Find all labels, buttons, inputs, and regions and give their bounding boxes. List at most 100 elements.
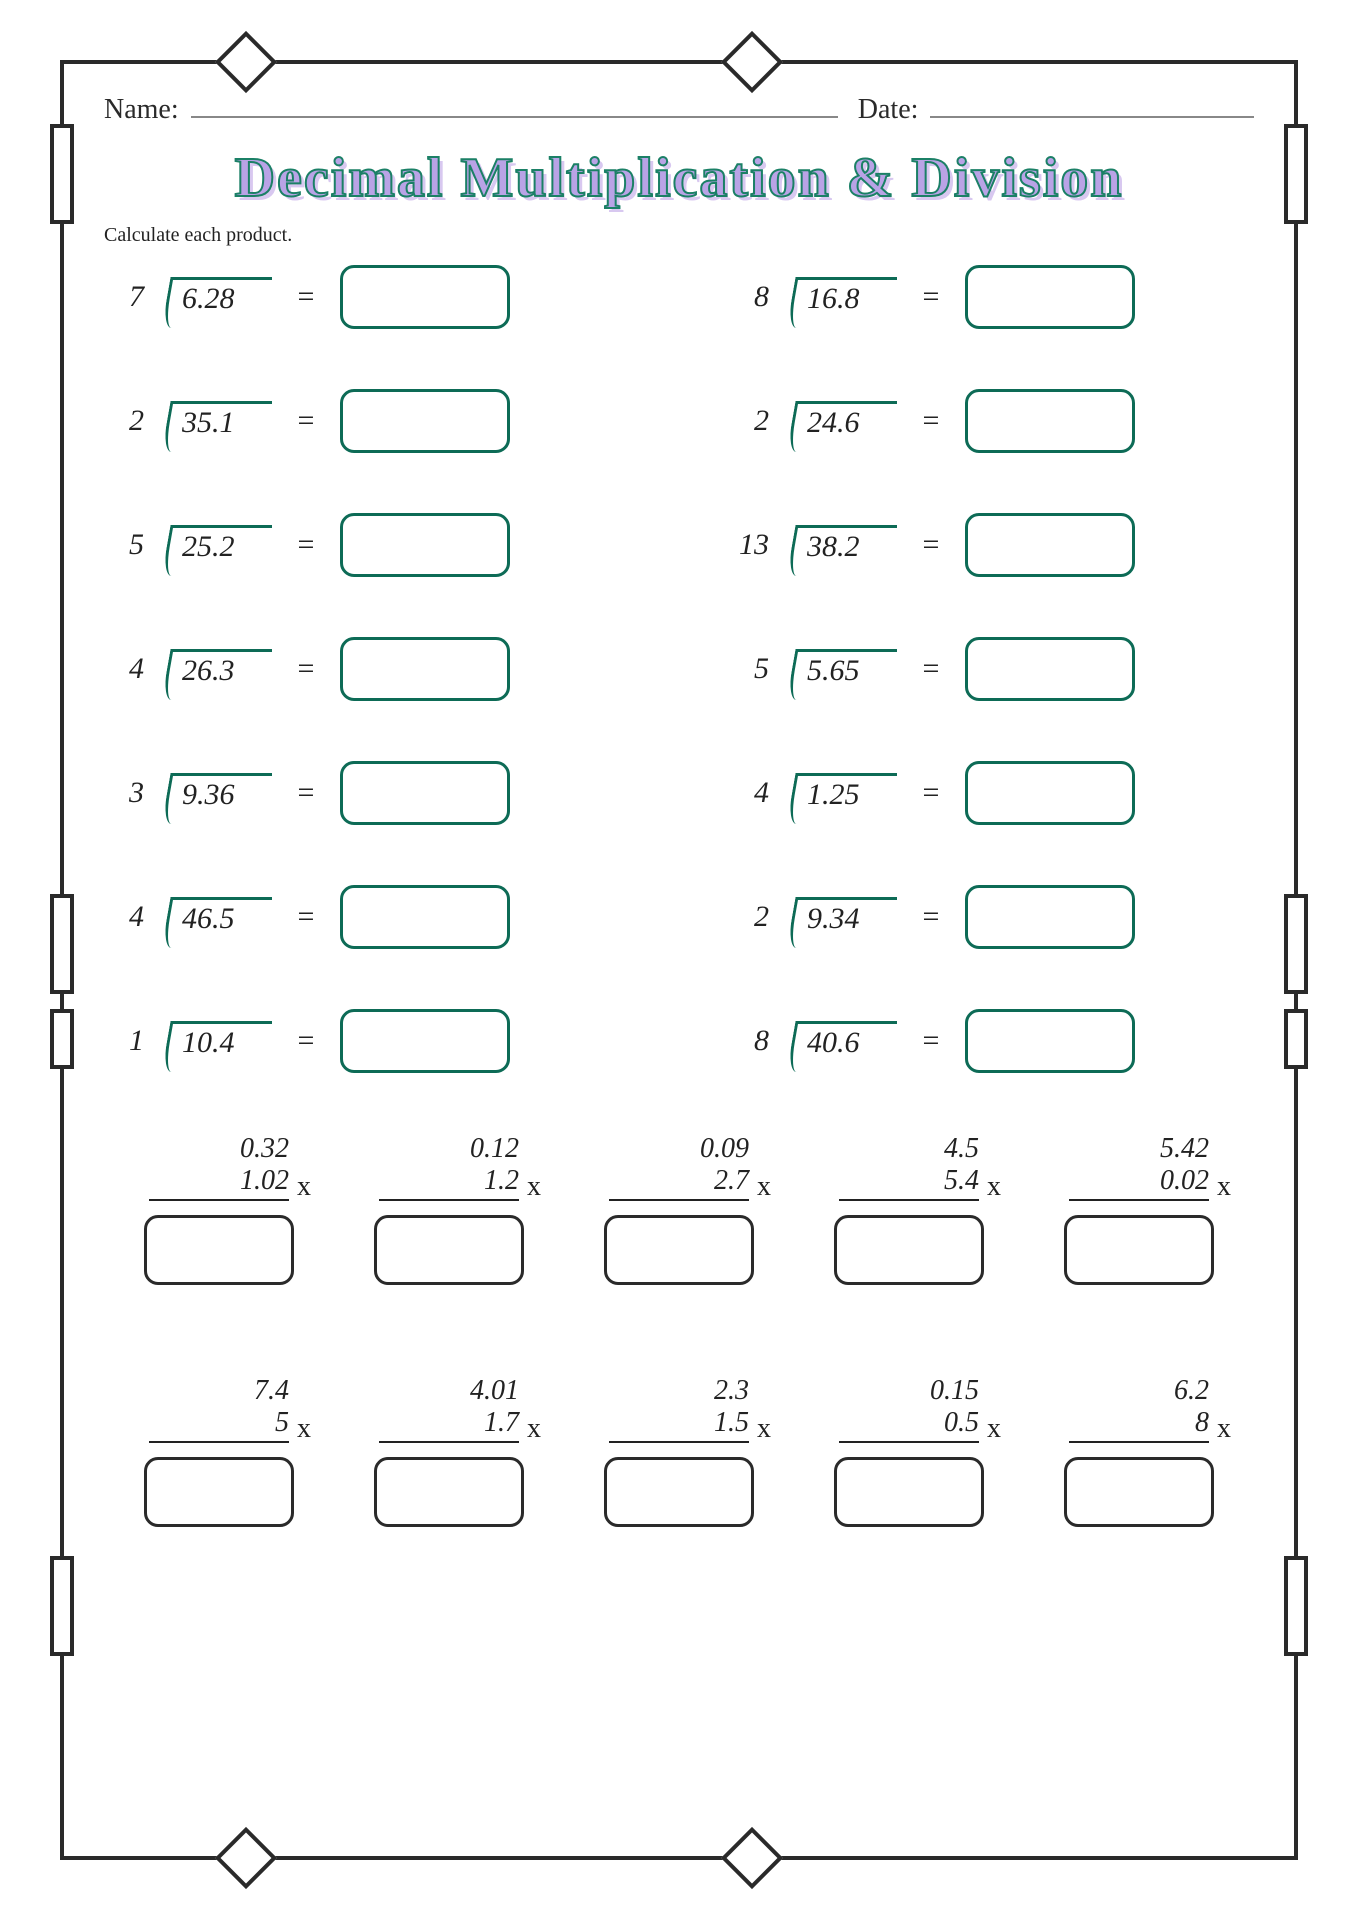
multiplication-problem: 0.09 2.7 x — [584, 1133, 774, 1285]
answer-box[interactable] — [965, 389, 1135, 453]
equals-sign: = — [296, 280, 316, 314]
answer-box[interactable] — [965, 1009, 1135, 1073]
divisor: 2 — [739, 900, 769, 934]
mult-top-operand: 0.12 — [379, 1133, 519, 1165]
mult-stack: 7.4 5 x — [149, 1375, 289, 1443]
division-problem: 2 24.6 = — [739, 389, 1244, 453]
answer-box[interactable] — [1064, 1457, 1214, 1527]
border-rect-icon — [50, 1009, 74, 1069]
equals-sign: = — [296, 404, 316, 438]
long-division-bracket-icon: 1.25 — [797, 773, 897, 814]
name-label: Name: — [104, 94, 179, 126]
division-problem: 13 38.2 = — [739, 513, 1244, 577]
times-sign: x — [527, 1171, 541, 1203]
mult-stack: 0.32 1.02 x — [149, 1133, 289, 1201]
answer-box[interactable] — [340, 265, 510, 329]
multiplication-problem: 4.01 1.7 x — [354, 1375, 544, 1527]
equals-sign: = — [296, 776, 316, 810]
answer-box[interactable] — [965, 265, 1135, 329]
equals-sign: = — [296, 900, 316, 934]
equals-sign: = — [296, 652, 316, 686]
mult-stack: 0.12 1.2 x — [379, 1133, 519, 1201]
answer-box[interactable] — [965, 761, 1135, 825]
equals-sign: = — [296, 1024, 316, 1058]
times-sign: x — [757, 1171, 771, 1203]
equals-sign: = — [921, 528, 941, 562]
answer-box[interactable] — [340, 1009, 510, 1073]
answer-box[interactable] — [340, 885, 510, 949]
mult-top-operand: 0.15 — [839, 1375, 979, 1407]
answer-box[interactable] — [834, 1215, 984, 1285]
long-division-bracket-icon: 16.8 — [797, 277, 897, 318]
equals-sign: = — [921, 404, 941, 438]
divisor: 8 — [739, 280, 769, 314]
divisor: 3 — [114, 776, 144, 810]
divisor: 5 — [114, 528, 144, 562]
dividend: 1.25 — [807, 778, 860, 811]
worksheet-content: Name: Date: Decimal Multiplication & Div… — [64, 64, 1294, 1557]
answer-box[interactable] — [374, 1215, 524, 1285]
long-division-bracket-icon: 24.6 — [797, 401, 897, 442]
answer-box[interactable] — [604, 1215, 754, 1285]
border-rect-icon — [1284, 894, 1308, 994]
division-problem: 5 25.2 = — [114, 513, 619, 577]
answer-box[interactable] — [340, 513, 510, 577]
long-division-bracket-icon: 9.36 — [172, 773, 272, 814]
mult-top-operand: 5.42 — [1069, 1133, 1209, 1165]
dividend: 9.34 — [807, 902, 860, 935]
mult-top-operand: 4.01 — [379, 1375, 519, 1407]
mult-bottom-operand: 1.7 x — [379, 1407, 519, 1443]
answer-box[interactable] — [374, 1457, 524, 1527]
answer-box[interactable] — [965, 885, 1135, 949]
border-rect-icon — [1284, 1009, 1308, 1069]
mult-bottom-operand: 2.7 x — [609, 1165, 749, 1201]
long-division-bracket-icon: 35.1 — [172, 401, 272, 442]
dividend: 5.65 — [807, 654, 860, 687]
long-division-bracket-icon: 25.2 — [172, 525, 272, 566]
times-sign: x — [757, 1413, 771, 1445]
division-problem: 4 26.3 = — [114, 637, 619, 701]
name-input-line[interactable] — [191, 116, 838, 118]
mult-bottom-operand: 0.02 x — [1069, 1165, 1209, 1201]
multiplication-problems-grid: 0.32 1.02 x 0.12 1.2 x 0.09 2.7 x 4.5 5.… — [104, 1133, 1254, 1527]
answer-box[interactable] — [965, 637, 1135, 701]
division-problem: 2 9.34 = — [739, 885, 1244, 949]
mult-bottom-operand: 1.2 x — [379, 1165, 519, 1201]
answer-box[interactable] — [604, 1457, 754, 1527]
page-title: Decimal Multiplication & Division — [104, 146, 1254, 210]
divisor: 4 — [739, 776, 769, 810]
mult-bottom-operand: 5.4 x — [839, 1165, 979, 1201]
times-sign: x — [987, 1171, 1001, 1203]
multiplication-problem: 6.2 8 x — [1044, 1375, 1234, 1527]
answer-box[interactable] — [340, 637, 510, 701]
dividend: 16.8 — [807, 282, 860, 315]
mult-top-operand: 7.4 — [149, 1375, 289, 1407]
mult-stack: 0.15 0.5 x — [839, 1375, 979, 1443]
times-sign: x — [1217, 1413, 1231, 1445]
answer-box[interactable] — [340, 389, 510, 453]
answer-box[interactable] — [144, 1457, 294, 1527]
multiplication-problem: 7.4 5 x — [124, 1375, 314, 1527]
date-label: Date: — [858, 94, 919, 126]
division-problem: 4 1.25 = — [739, 761, 1244, 825]
dividend: 35.1 — [182, 406, 235, 439]
mult-top-operand: 2.3 — [609, 1375, 749, 1407]
division-problem: 8 16.8 = — [739, 265, 1244, 329]
divisor: 1 — [114, 1024, 144, 1058]
long-division-bracket-icon: 40.6 — [797, 1021, 897, 1062]
division-problem: 5 5.65 = — [739, 637, 1244, 701]
equals-sign: = — [296, 528, 316, 562]
answer-box[interactable] — [965, 513, 1135, 577]
equals-sign: = — [921, 280, 941, 314]
border-rect-icon — [50, 124, 74, 224]
mult-top-operand: 0.09 — [609, 1133, 749, 1165]
answer-box[interactable] — [1064, 1215, 1214, 1285]
dividend: 40.6 — [807, 1026, 860, 1059]
mult-stack: 6.2 8 x — [1069, 1375, 1209, 1443]
answer-box[interactable] — [834, 1457, 984, 1527]
division-problem: 8 40.6 = — [739, 1009, 1244, 1073]
date-input-line[interactable] — [930, 116, 1254, 118]
header-row: Name: Date: — [104, 94, 1254, 126]
answer-box[interactable] — [340, 761, 510, 825]
answer-box[interactable] — [144, 1215, 294, 1285]
